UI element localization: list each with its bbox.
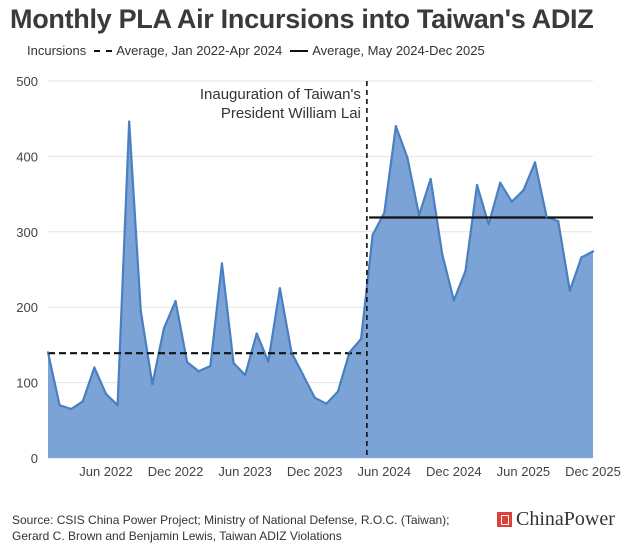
chart-title: Monthly PLA Air Incursions into Taiwan's… (10, 4, 594, 34)
data-point (209, 364, 212, 368)
x-tick-label: Jun 2023 (218, 464, 272, 479)
legend-swatch-solid (290, 49, 309, 52)
x-tick-label: Dec 2023 (287, 464, 343, 479)
x-tick-label: Dec 2022 (148, 464, 204, 479)
data-point (487, 223, 490, 226)
legend: Incursions Average, Jan 2022-Apr 2024 Av… (12, 43, 493, 58)
data-point (313, 396, 316, 399)
data-point (174, 299, 177, 303)
data-point (46, 351, 50, 354)
data-point (545, 215, 548, 218)
data-point (255, 332, 258, 335)
data-point (58, 404, 61, 407)
data-point (371, 233, 374, 237)
data-points (46, 120, 595, 411)
data-point (81, 400, 84, 403)
data-point (475, 183, 479, 187)
data-point (220, 262, 224, 265)
y-axis-ticks: 0 100 200 300 400 500 (16, 74, 38, 466)
data-point (429, 177, 432, 181)
data-point (301, 373, 305, 377)
x-tick-label: Jun 2022 (79, 464, 133, 479)
data-point (568, 289, 572, 292)
data-point (162, 327, 166, 330)
data-point (394, 125, 398, 128)
data-point (243, 373, 247, 377)
chinapower-logo-icon (497, 512, 512, 527)
legend-item-average-late: Average, May 2024-Dec 2025 (290, 43, 485, 58)
data-point (417, 214, 421, 217)
x-tick-label: Dec 2025 (565, 464, 621, 479)
data-point (232, 361, 235, 365)
data-point (383, 211, 386, 215)
data-point (116, 404, 119, 407)
data-point (406, 156, 409, 160)
data-point (580, 256, 583, 259)
data-point (267, 360, 270, 363)
legend-label-average-early: Average, Jan 2022-Apr 2024 (116, 43, 283, 58)
data-point (197, 370, 200, 373)
y-tick-label: 300 (16, 225, 38, 240)
data-point (336, 390, 340, 393)
data-point (348, 351, 351, 354)
data-point (452, 299, 456, 302)
data-point (510, 200, 514, 203)
data-point (185, 361, 189, 364)
annotation-line: President William Lai (221, 105, 361, 122)
data-point (139, 309, 142, 313)
annotation-line: Inauguration of Taiwan's (200, 86, 361, 103)
data-point (127, 120, 131, 123)
data-point (325, 402, 328, 405)
data-point (591, 250, 595, 253)
data-point (278, 287, 282, 290)
inauguration-annotation: Inauguration of Taiwan's President Willia… (200, 86, 361, 122)
data-point (290, 351, 293, 354)
incursions-line (46, 120, 594, 411)
data-point (464, 269, 467, 273)
legend-label-average-late: Average, May 2024-Dec 2025 (312, 43, 485, 58)
y-tick-label: 0 (31, 451, 38, 466)
source-note: Source: CSIS China Power Project; Minist… (12, 513, 450, 543)
x-tick-label: Jun 2024 (358, 464, 412, 479)
incursions-area (48, 121, 593, 458)
x-axis-ticks: Jun 2022 Dec 2022 Jun 2023 Dec 2023 Jun 2024… (79, 464, 621, 479)
data-point (151, 382, 154, 386)
data-point (69, 407, 73, 411)
data-point (557, 220, 560, 223)
x-tick-label: Dec 2024 (426, 464, 482, 479)
y-tick-label: 500 (16, 74, 38, 89)
data-point (359, 337, 363, 341)
data-point (533, 161, 537, 164)
y-tick-label: 100 (16, 376, 38, 391)
y-tick-label: 200 (16, 300, 38, 315)
data-point (522, 189, 525, 192)
legend-swatch-dashed (94, 49, 113, 52)
data-point (93, 366, 96, 369)
legend-item-average-early: Average, Jan 2022-Apr 2024 (94, 43, 282, 58)
legend-label-incursions: Incursions (27, 43, 87, 58)
data-point (441, 253, 444, 256)
data-point (104, 392, 108, 396)
x-tick-label: Jun 2025 (497, 464, 551, 479)
legend-item-incursions: Incursions (12, 43, 86, 58)
data-point (499, 181, 502, 184)
y-tick-label: 400 (16, 149, 38, 164)
brand-name: ChinaPower (516, 508, 615, 530)
brand-logo: ChinaPower (497, 508, 615, 531)
